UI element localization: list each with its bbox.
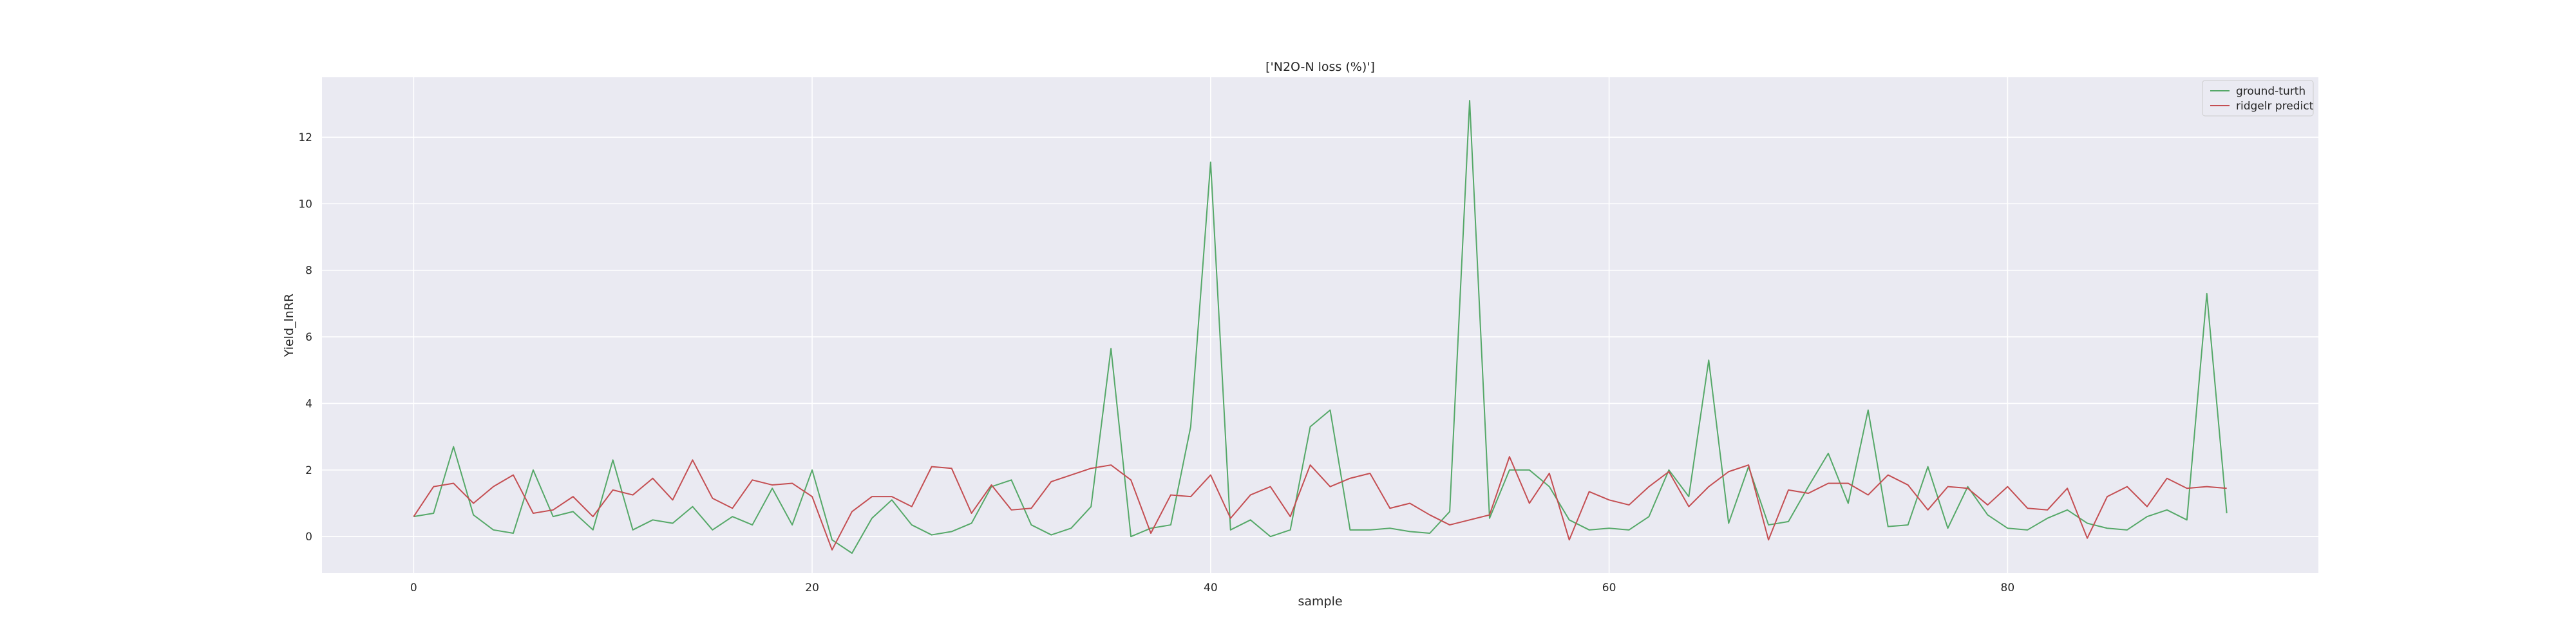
x-tick-label: 60 <box>1602 582 1616 594</box>
chart-title: ['N2O-N loss (%)'] <box>1265 60 1375 74</box>
y-tick-label: 4 <box>305 397 312 410</box>
legend-box <box>2202 80 2314 117</box>
y-tick-label: 0 <box>305 531 312 544</box>
series-layer <box>413 100 2228 554</box>
x-tick-label: 20 <box>805 582 819 594</box>
x-tick-label: 0 <box>410 582 417 594</box>
series-line-ground-turth <box>413 100 2228 554</box>
legend-label-ridgelr-predict: ridgelr predict <box>2236 100 2314 113</box>
y-axis-label: Yield_lnRR <box>282 294 296 357</box>
grid <box>322 77 2318 573</box>
x-tick-label: 40 <box>1204 582 1218 594</box>
plot-area <box>322 77 2318 573</box>
x-axis-label: sample <box>1298 594 1342 609</box>
x-tick-label: 80 <box>2001 582 2015 594</box>
series-line-ridgelr-predict <box>413 456 2227 551</box>
y-tick-label: 8 <box>305 265 312 278</box>
y-tick-label: 6 <box>305 331 312 344</box>
y-tick-label: 10 <box>298 198 312 211</box>
y-tick-label: 2 <box>305 464 312 477</box>
tick-labels: 0 2 4 6 8 10 12 0 20 40 60 80 <box>298 131 2014 594</box>
legend-label-ground-turth: ground-turth <box>2236 85 2306 98</box>
y-tick-label: 12 <box>298 131 312 144</box>
legend: ground-turth ridgelr predict <box>2202 80 2314 117</box>
